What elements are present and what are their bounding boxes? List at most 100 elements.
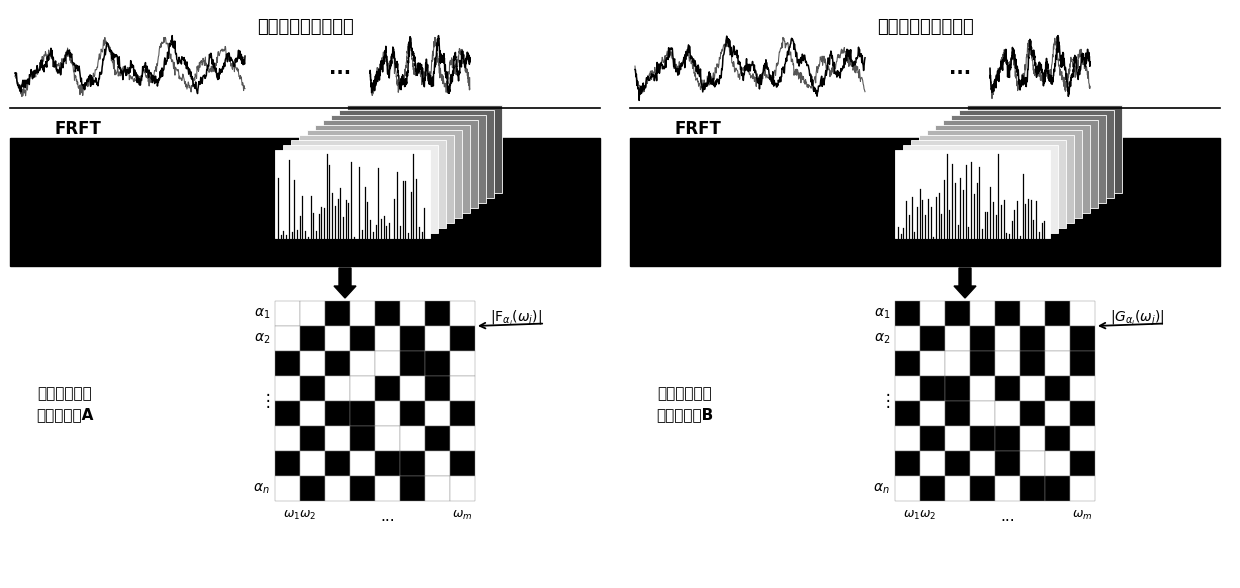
Bar: [1070, 476, 1095, 501]
Bar: [1070, 401, 1095, 426]
Bar: [322, 120, 477, 208]
Bar: [350, 476, 374, 501]
Text: $\alpha_2$: $\alpha_2$: [254, 331, 270, 346]
Bar: [450, 426, 475, 451]
Bar: [1021, 376, 1045, 401]
Bar: [1021, 401, 1045, 426]
Bar: [895, 376, 920, 401]
Bar: [1045, 376, 1070, 401]
Bar: [895, 451, 920, 476]
Bar: [300, 301, 325, 326]
Bar: [895, 150, 1050, 238]
Bar: [994, 376, 1021, 401]
Bar: [401, 326, 425, 351]
Bar: [1070, 451, 1095, 476]
Bar: [919, 135, 1074, 223]
Bar: [325, 476, 350, 501]
Bar: [945, 426, 970, 451]
Bar: [401, 476, 425, 501]
Bar: [945, 351, 970, 376]
Bar: [994, 426, 1021, 451]
Text: $\vdots$: $\vdots$: [879, 392, 890, 410]
Bar: [300, 326, 325, 351]
Bar: [325, 451, 350, 476]
Bar: [1021, 351, 1045, 376]
Text: FRFT: FRFT: [675, 120, 722, 138]
Bar: [425, 426, 450, 451]
Bar: [895, 326, 920, 351]
Bar: [275, 301, 300, 326]
Bar: [951, 115, 1106, 203]
Bar: [920, 351, 945, 376]
Bar: [945, 301, 970, 326]
Text: $|G_{\alpha_i}(\omega_j)|$: $|G_{\alpha_i}(\omega_j)|$: [1110, 309, 1164, 328]
Bar: [1045, 326, 1070, 351]
Bar: [945, 401, 970, 426]
Bar: [970, 326, 994, 351]
Bar: [275, 426, 300, 451]
Bar: [920, 326, 945, 351]
Bar: [970, 376, 994, 401]
Bar: [401, 426, 425, 451]
Bar: [1021, 426, 1045, 451]
Bar: [300, 426, 325, 451]
Text: $\alpha_n$: $\alpha_n$: [873, 482, 890, 496]
Bar: [325, 301, 350, 326]
Bar: [1021, 476, 1045, 501]
Bar: [450, 351, 475, 376]
Text: FRFT: FRFT: [55, 120, 102, 138]
Bar: [1070, 301, 1095, 326]
Bar: [920, 451, 945, 476]
Bar: [425, 451, 450, 476]
Bar: [942, 120, 1097, 208]
Bar: [945, 326, 970, 351]
Bar: [994, 301, 1021, 326]
Bar: [350, 376, 374, 401]
Bar: [945, 451, 970, 476]
Bar: [1021, 301, 1045, 326]
Bar: [374, 376, 401, 401]
Bar: [300, 476, 325, 501]
Bar: [347, 105, 502, 193]
Bar: [1070, 426, 1095, 451]
Bar: [1070, 326, 1095, 351]
Bar: [967, 105, 1122, 193]
Bar: [994, 401, 1021, 426]
Bar: [1045, 351, 1070, 376]
Bar: [374, 401, 401, 426]
Bar: [315, 125, 470, 213]
Bar: [374, 351, 401, 376]
Bar: [325, 426, 350, 451]
Bar: [895, 426, 920, 451]
Bar: [450, 301, 475, 326]
Bar: [300, 351, 325, 376]
Bar: [325, 326, 350, 351]
Bar: [920, 426, 945, 451]
Text: 障特征矩阵B: 障特征矩阵B: [656, 407, 714, 423]
Text: 真实锂电池故: 真实锂电池故: [37, 386, 92, 402]
Bar: [970, 401, 994, 426]
Bar: [291, 140, 446, 228]
Bar: [339, 110, 494, 198]
Bar: [325, 401, 350, 426]
Bar: [401, 301, 425, 326]
Bar: [425, 401, 450, 426]
Text: $\vdots$: $\vdots$: [259, 392, 270, 410]
Bar: [331, 115, 486, 203]
Bar: [1045, 301, 1070, 326]
Text: $\omega_1\omega_2$: $\omega_1\omega_2$: [903, 509, 936, 522]
Bar: [425, 301, 450, 326]
Bar: [1045, 401, 1070, 426]
Bar: [283, 145, 438, 233]
Bar: [275, 451, 300, 476]
Bar: [959, 110, 1114, 198]
Bar: [970, 301, 994, 326]
Text: 候选锂电池故: 候选锂电池故: [657, 386, 712, 402]
Bar: [300, 376, 325, 401]
Bar: [994, 326, 1021, 351]
Bar: [994, 476, 1021, 501]
Bar: [450, 376, 475, 401]
Bar: [911, 140, 1066, 228]
Bar: [374, 451, 401, 476]
Text: $|\mathrm{F}_{\alpha_i}(\omega_j)|$: $|\mathrm{F}_{\alpha_i}(\omega_j)|$: [490, 309, 542, 328]
